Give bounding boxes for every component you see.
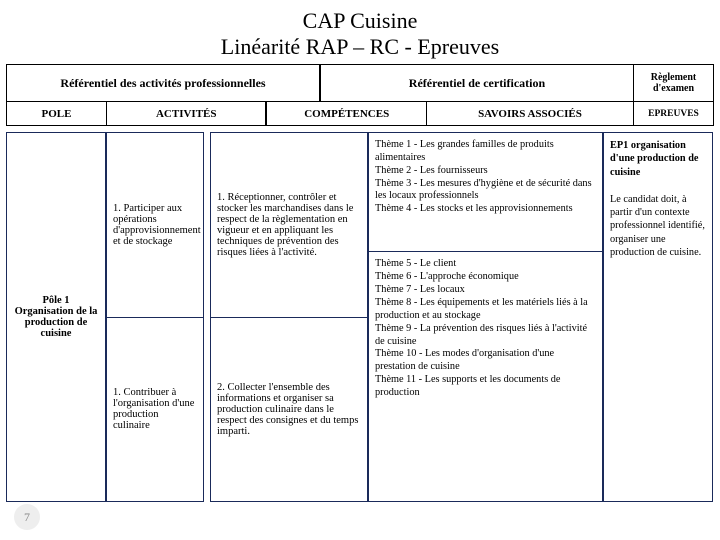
page-number: 7 xyxy=(14,504,40,530)
savoirs-1: Thème 1 - Les grandes familles de produi… xyxy=(369,133,602,252)
header-reglement: Règlement d'examen xyxy=(633,65,713,101)
competence-2: 2. Collecter l'ensemble des informations… xyxy=(211,318,367,502)
header-row: Référentiel des activités professionnell… xyxy=(6,64,714,102)
epreuve-column: EP1 organisation d'une production de cui… xyxy=(603,132,713,502)
page-title: CAP Cuisine Linéarité RAP – RC - Epreuve… xyxy=(0,0,720,62)
activite-2: 1. Contribuer à l'organisation d'une pro… xyxy=(107,318,203,502)
pole-cell: Pôle 1 Organisation de la production de … xyxy=(6,132,106,502)
col-header-pole: POLE xyxy=(7,102,107,125)
epreuve-title: EP1 organisation d'une production de cui… xyxy=(610,139,706,179)
pole-text: Pôle 1 Organisation de la production de … xyxy=(11,295,101,339)
epreuve-body: Le candidat doit, à partir d'un contexte… xyxy=(610,193,706,260)
sub-header-row: POLE ACTIVITÉS COMPÉTENCES SAVOIRS ASSOC… xyxy=(6,102,714,126)
competence-1: 1. Réceptionner, contrôler et stocker le… xyxy=(211,133,367,318)
savoirs-2: Thème 5 - Le client Thème 6 - L'approche… xyxy=(369,252,602,501)
header-rc: Référentiel de certification xyxy=(321,65,633,101)
col-header-competences: COMPÉTENCES xyxy=(267,102,426,125)
title-line2: Linéarité RAP – RC - Epreuves xyxy=(0,34,720,60)
activite-1: 1. Participer aux opérations d'approvisi… xyxy=(107,133,203,318)
main-grid: Pôle 1 Organisation de la production de … xyxy=(6,132,714,502)
col-header-activites: ACTIVITÉS xyxy=(107,102,267,125)
competences-column: 1. Réceptionner, contrôler et stocker le… xyxy=(210,132,368,502)
activites-column: 1. Participer aux opérations d'approvisi… xyxy=(106,132,204,502)
title-line1: CAP Cuisine xyxy=(0,8,720,34)
col-header-savoirs: SAVOIRS ASSOCIÉS xyxy=(427,102,633,125)
savoirs-column: Thème 1 - Les grandes familles de produi… xyxy=(368,132,603,502)
col-header-epreuves: EPREUVES xyxy=(633,102,713,125)
header-rap: Référentiel des activités professionnell… xyxy=(7,65,321,101)
